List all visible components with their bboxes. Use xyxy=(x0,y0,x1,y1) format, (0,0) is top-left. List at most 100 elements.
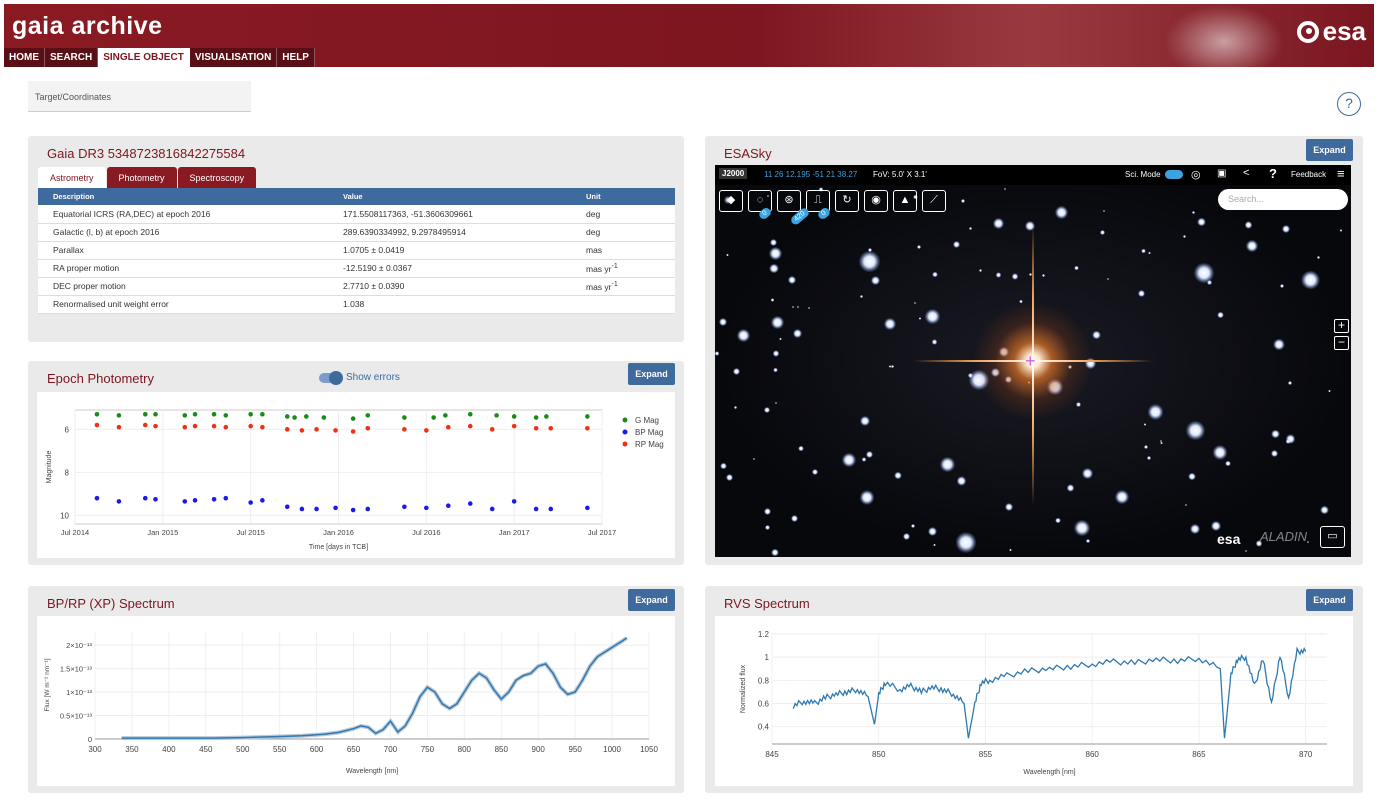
data-point xyxy=(321,415,327,420)
target-input[interactable]: Target/Coordinates xyxy=(28,81,251,112)
sci-mode-toggle[interactable] xyxy=(1165,170,1183,179)
zoom-out-button[interactable]: − xyxy=(1334,336,1349,350)
y-axis-label: Flux [W m⁻² nm⁻¹] xyxy=(44,658,51,711)
data-point xyxy=(424,505,429,511)
star xyxy=(1207,280,1212,285)
tab-photometry[interactable]: Photometry xyxy=(106,167,177,189)
star xyxy=(1327,389,1331,393)
data-point xyxy=(94,422,100,428)
sky-search-input[interactable]: Search... xyxy=(1218,189,1348,210)
esa-logo: esa xyxy=(1217,531,1241,547)
target-icon[interactable]: ◉ xyxy=(864,190,888,212)
row-value: 1.0705 ± 0.0419 xyxy=(328,241,571,260)
catalogue-icon[interactable]: ⊛ xyxy=(777,190,801,212)
unit-text: deg xyxy=(586,208,601,219)
data-point xyxy=(314,427,319,432)
nav-single-object[interactable]: SINGLE OBJECT xyxy=(98,48,190,67)
star xyxy=(1099,230,1105,236)
star xyxy=(1073,265,1079,271)
epoch-expand-button[interactable]: Expand xyxy=(628,363,675,385)
data-point xyxy=(142,422,148,428)
sky-image[interactable]: + xyxy=(715,165,1351,557)
x-tick-label: Jul 2016 xyxy=(412,528,440,537)
telescope-icon[interactable]: ⟋ xyxy=(922,190,946,212)
esasky-viewer[interactable]: + J2000 11 26 12.195 -51 21 38.27 FoV: 5… xyxy=(715,165,1351,557)
data-point xyxy=(182,413,188,418)
app-title: gaia archive xyxy=(12,12,163,40)
help-icon[interactable]: ? xyxy=(1269,166,1277,181)
data-point xyxy=(467,423,473,429)
globe-icon[interactable]: ◎ xyxy=(1191,169,1201,181)
star xyxy=(979,269,983,273)
error-band xyxy=(121,636,628,741)
help-icon[interactable]: ? xyxy=(1337,92,1361,116)
nav-search[interactable]: SEARCH xyxy=(45,48,99,67)
share-icon[interactable]: < xyxy=(1243,167,1250,179)
x-tick-label: 600 xyxy=(310,745,324,754)
star xyxy=(1055,206,1069,220)
col-value: Value xyxy=(328,188,571,205)
star xyxy=(1042,274,1046,277)
star xyxy=(913,301,916,304)
star xyxy=(969,226,973,230)
rvs-expand-button[interactable]: Expand xyxy=(1306,589,1353,611)
chat-icon[interactable]: ▭ xyxy=(1320,526,1345,548)
x-tick-label: 550 xyxy=(273,745,287,754)
star xyxy=(770,298,774,302)
nav-home[interactable]: HOME xyxy=(4,48,45,67)
star xyxy=(883,318,896,331)
star xyxy=(733,406,737,410)
table-row: Renormalised unit weight error 1.038 xyxy=(38,295,675,314)
star xyxy=(866,450,874,458)
data-point xyxy=(94,495,100,501)
table-row: DEC proper motion 2.7710 ± 0.0390 mas yr-1 xyxy=(38,277,675,296)
data-point xyxy=(248,412,253,417)
data-point xyxy=(182,499,188,504)
data-point xyxy=(350,429,356,434)
camera-icon[interactable]: ▣ xyxy=(1217,168,1227,179)
ssos-icon[interactable]: ↻ xyxy=(835,190,859,212)
table-row: Galactic (l, b) at epoch 2016 289.6390334… xyxy=(38,223,675,242)
x-tick-label: 800 xyxy=(458,745,472,754)
star xyxy=(1009,548,1012,551)
star xyxy=(871,275,880,285)
star xyxy=(1147,251,1151,255)
menu-icon[interactable]: ≡ xyxy=(1337,166,1345,181)
legend-marker xyxy=(622,441,628,447)
star xyxy=(891,365,894,368)
star xyxy=(1194,263,1214,284)
feedback-button[interactable]: Feedback xyxy=(1291,170,1327,179)
data-point xyxy=(299,506,305,512)
xp-expand-button[interactable]: Expand xyxy=(628,589,675,611)
zoom-in-button[interactable]: + xyxy=(1334,319,1349,333)
layers-icon[interactable]: ◆ xyxy=(719,190,743,212)
data-point xyxy=(303,414,309,419)
data-point xyxy=(365,425,371,431)
star xyxy=(1011,273,1019,280)
star xyxy=(859,490,875,505)
star xyxy=(753,457,756,460)
nav-visualisation[interactable]: VISUALISATION xyxy=(189,48,278,67)
data-point xyxy=(402,504,407,510)
star xyxy=(1107,277,1110,280)
rvs-title: RVS Spectrum xyxy=(724,596,810,611)
xp-title: BP/RP (XP) Spectrum xyxy=(47,596,175,611)
x-tick-label: 865 xyxy=(1192,750,1206,759)
data-point xyxy=(211,423,217,429)
tab-spectroscopy[interactable]: Spectroscopy xyxy=(177,167,257,189)
x-tick-label: 900 xyxy=(532,745,546,754)
y-tick-label: 1.2 xyxy=(758,630,770,639)
data-point xyxy=(116,413,122,418)
show-errors-toggle[interactable] xyxy=(319,371,343,385)
star xyxy=(860,295,863,298)
star xyxy=(1306,541,1309,544)
tab-astrometry[interactable]: Astrometry xyxy=(38,167,106,189)
frame-select[interactable]: J2000 xyxy=(719,168,748,179)
education-icon[interactable]: ▲ xyxy=(893,190,917,212)
data-point xyxy=(333,505,338,511)
row-unit: mas yr-1 xyxy=(571,277,675,296)
star xyxy=(955,532,977,553)
row-value: 2.7710 ± 0.0390 xyxy=(328,277,571,296)
nav-help[interactable]: HELP xyxy=(277,48,315,67)
esasky-expand-button[interactable]: Expand xyxy=(1306,139,1353,161)
